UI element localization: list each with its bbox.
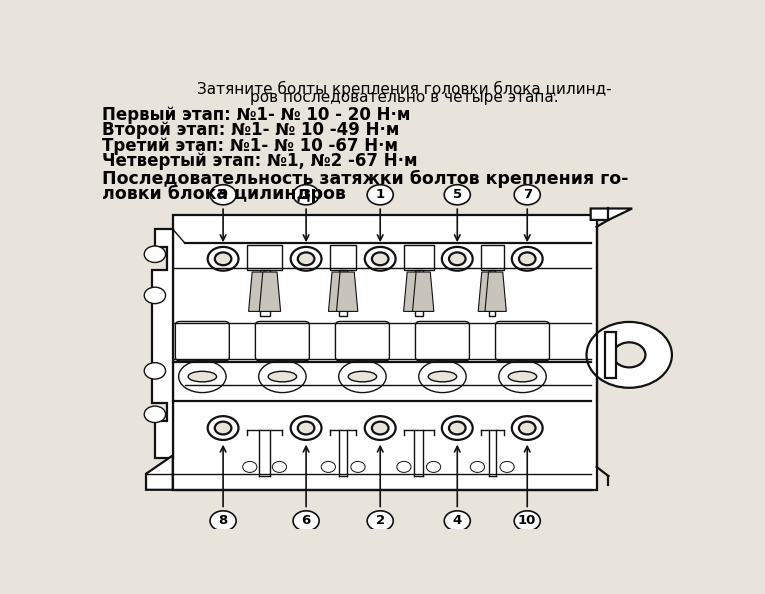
Circle shape	[426, 462, 441, 472]
Text: 3: 3	[301, 188, 311, 201]
Polygon shape	[485, 272, 506, 311]
Circle shape	[210, 511, 236, 531]
Circle shape	[372, 252, 389, 265]
FancyBboxPatch shape	[340, 270, 347, 316]
Circle shape	[321, 462, 335, 472]
Circle shape	[210, 185, 236, 205]
Text: 6: 6	[301, 514, 311, 527]
Circle shape	[514, 511, 540, 531]
Text: Первый этап: №1- № 10 - 20 Н·м: Первый этап: №1- № 10 - 20 Н·м	[102, 106, 410, 124]
Circle shape	[351, 462, 365, 472]
Circle shape	[449, 422, 466, 434]
Text: ров последовательно в четыре этапа.: ров последовательно в четыре этапа.	[249, 90, 558, 106]
Ellipse shape	[188, 371, 216, 382]
Circle shape	[444, 511, 470, 531]
Circle shape	[207, 416, 239, 440]
Polygon shape	[152, 229, 173, 458]
Circle shape	[367, 185, 393, 205]
Ellipse shape	[348, 371, 376, 382]
Circle shape	[207, 247, 239, 271]
Circle shape	[519, 422, 536, 434]
Circle shape	[215, 252, 231, 265]
Text: 7: 7	[522, 188, 532, 201]
Circle shape	[500, 462, 514, 472]
Polygon shape	[146, 456, 173, 490]
Circle shape	[442, 416, 473, 440]
FancyBboxPatch shape	[481, 245, 503, 270]
FancyBboxPatch shape	[415, 321, 470, 361]
Circle shape	[243, 462, 257, 472]
Circle shape	[442, 247, 473, 271]
Text: 8: 8	[219, 514, 228, 527]
Ellipse shape	[508, 371, 537, 382]
Circle shape	[215, 422, 231, 434]
Circle shape	[298, 422, 314, 434]
FancyBboxPatch shape	[489, 270, 496, 316]
FancyBboxPatch shape	[247, 245, 282, 270]
Polygon shape	[412, 272, 434, 311]
Circle shape	[397, 462, 411, 472]
Text: 4: 4	[453, 514, 462, 527]
Circle shape	[272, 462, 287, 472]
FancyBboxPatch shape	[496, 321, 549, 361]
Circle shape	[365, 247, 396, 271]
Circle shape	[293, 511, 319, 531]
Circle shape	[512, 247, 542, 271]
Polygon shape	[259, 272, 281, 311]
FancyBboxPatch shape	[330, 245, 356, 270]
Text: 1: 1	[376, 188, 385, 201]
Ellipse shape	[178, 361, 226, 393]
FancyBboxPatch shape	[404, 245, 434, 270]
Circle shape	[293, 185, 319, 205]
Text: Четвертый этап: №1, №2 -67 Н·м: Четвертый этап: №1, №2 -67 Н·м	[102, 152, 417, 170]
Polygon shape	[337, 272, 358, 311]
Ellipse shape	[259, 361, 306, 393]
FancyBboxPatch shape	[335, 321, 389, 361]
Circle shape	[365, 416, 396, 440]
Polygon shape	[478, 272, 500, 311]
Text: 2: 2	[376, 514, 385, 527]
Circle shape	[470, 462, 484, 472]
Circle shape	[372, 422, 389, 434]
Circle shape	[512, 416, 542, 440]
Circle shape	[145, 287, 165, 304]
Text: Последовательность затяжки болтов крепления го-: Последовательность затяжки болтов крепле…	[102, 170, 628, 188]
Circle shape	[145, 362, 165, 379]
Polygon shape	[328, 272, 350, 311]
FancyBboxPatch shape	[175, 321, 230, 361]
FancyBboxPatch shape	[415, 270, 423, 316]
FancyBboxPatch shape	[259, 270, 269, 316]
Text: 9: 9	[219, 188, 228, 201]
Circle shape	[444, 185, 470, 205]
Circle shape	[291, 416, 321, 440]
FancyBboxPatch shape	[256, 321, 309, 361]
Circle shape	[613, 342, 646, 367]
Ellipse shape	[418, 361, 466, 393]
Circle shape	[145, 246, 165, 263]
Text: Второй этап: №1- № 10 -49 Н·м: Второй этап: №1- № 10 -49 Н·м	[102, 121, 399, 139]
Circle shape	[519, 252, 536, 265]
Circle shape	[298, 252, 314, 265]
Polygon shape	[404, 272, 425, 311]
Text: Третий этап: №1- № 10 -67 Н·м: Третий этап: №1- № 10 -67 Н·м	[102, 137, 398, 154]
Circle shape	[514, 185, 540, 205]
Circle shape	[367, 511, 393, 531]
Circle shape	[449, 252, 466, 265]
Text: ловки блока цилиндров: ловки блока цилиндров	[102, 185, 346, 203]
Circle shape	[291, 247, 321, 271]
Text: Затяните болты крепления головки блока цилинд-: Затяните болты крепления головки блока ц…	[197, 80, 611, 97]
Ellipse shape	[339, 361, 386, 393]
FancyBboxPatch shape	[173, 216, 597, 490]
Circle shape	[587, 322, 672, 388]
Polygon shape	[249, 272, 270, 311]
Circle shape	[145, 406, 165, 422]
FancyBboxPatch shape	[605, 332, 616, 378]
Text: 10: 10	[518, 514, 536, 527]
Text: 5: 5	[453, 188, 462, 201]
Ellipse shape	[428, 371, 457, 382]
Ellipse shape	[499, 361, 546, 393]
Polygon shape	[591, 208, 632, 220]
Ellipse shape	[269, 371, 297, 382]
